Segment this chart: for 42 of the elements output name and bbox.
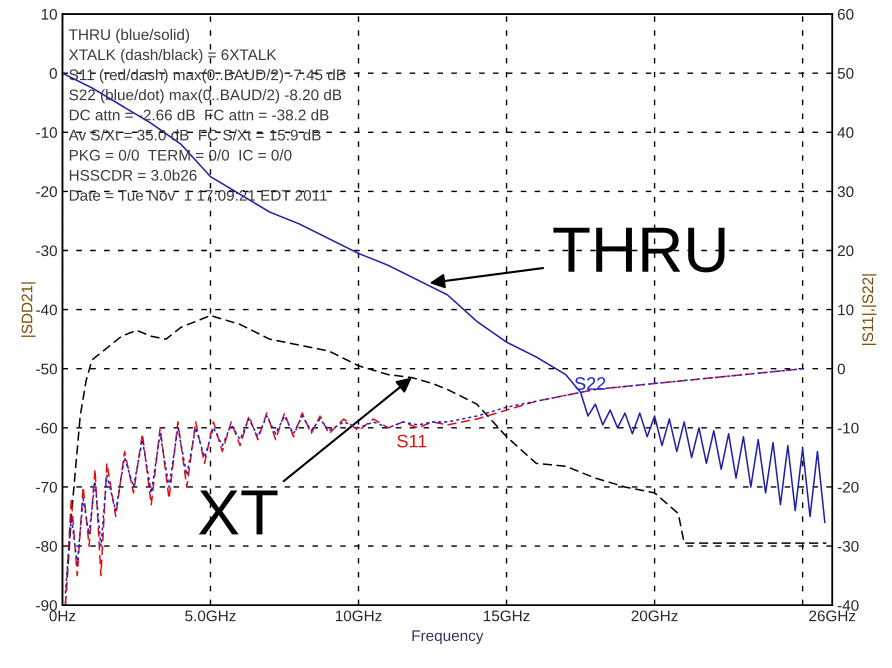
- annotation: PKG = 0/0 TERM = 0/0 IC = 0/0: [70, 149, 292, 161]
- y-axis-title: |SDD21|: [21, 282, 36, 337]
- x-tick-label: 5.0GHz: [185, 610, 236, 622]
- y-tick-label: -10: [36, 127, 57, 138]
- y2-tick-label: -10: [838, 422, 859, 434]
- y2-tick-label: 20: [838, 245, 854, 256]
- y-tick-label: -40: [36, 304, 57, 316]
- x-tick-label: 20GHz: [632, 610, 678, 622]
- series-label: S22: [574, 377, 606, 390]
- y2-tick-label: 10: [838, 304, 854, 316]
- annotation: S11 (red/dash) max(0..BAUD/2) -7.45 dB: [69, 69, 346, 84]
- y-tick-label: -30: [36, 245, 57, 256]
- y2-tick-label: 40: [837, 127, 854, 138]
- y2-tick-label: 60: [838, 8, 854, 20]
- y2-tick-label: 0: [838, 364, 845, 374]
- x-tick-label: 0Hz: [49, 610, 76, 622]
- y-tick-label: -70: [36, 482, 57, 493]
- annotation: XTALK (dash/black) = 6XTALK: [68, 48, 276, 64]
- annotation: THRU (blue/solid): [68, 28, 190, 44]
- y2-tick-label: -20: [838, 482, 859, 493]
- y-tick-label: -20: [36, 186, 57, 198]
- x-axis-title: Frequency: [412, 630, 484, 644]
- series-label: S11: [397, 434, 426, 448]
- y2-tick-label: 30: [838, 186, 854, 198]
- x-tick-label: 15GHz: [484, 610, 530, 622]
- y-tick-label: -90: [36, 600, 57, 611]
- x-tick-label: 10GHz: [336, 610, 382, 622]
- y2-tick-label: -40: [838, 600, 859, 611]
- annotation: Av S/Xt = 35.0 dB FC S/Xt = 15.9 dB: [68, 129, 321, 141]
- y-tick-label: -60: [36, 422, 57, 434]
- y-tick-label: -80: [36, 540, 57, 552]
- annotation: THRU: [553, 228, 724, 272]
- y2-axis-title: |S11|,|S22|: [862, 274, 876, 345]
- x-tick-label: 26GHz: [809, 610, 856, 622]
- y-tick-label: -50: [36, 364, 57, 374]
- y2-tick-label: -30: [838, 540, 859, 552]
- annotation: XT: [198, 490, 278, 534]
- y-tick-label: 10: [42, 8, 57, 20]
- annotation: DC attn = -2.66 dB FC attn = -38.2 dB: [70, 109, 328, 120]
- y2-tick-label: 50: [838, 68, 854, 79]
- y-tick-label: 0: [50, 68, 57, 79]
- annotation: HSSCDR = 3.0b26: [70, 170, 197, 181]
